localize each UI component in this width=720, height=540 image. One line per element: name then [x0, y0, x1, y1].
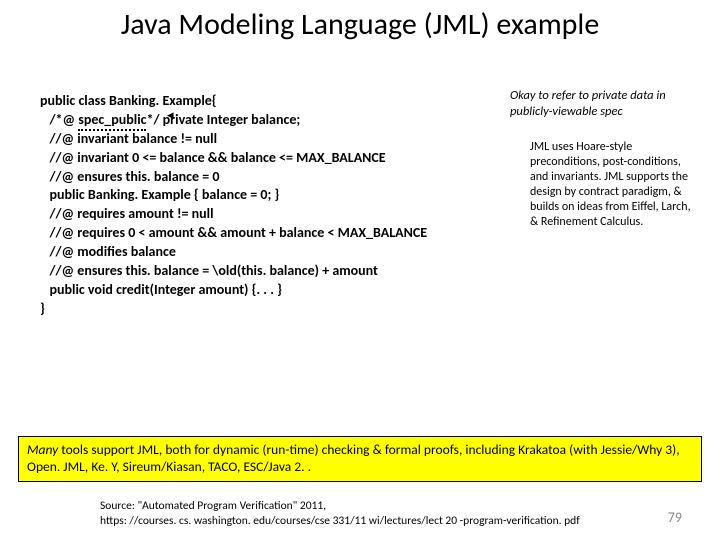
code-line: //@ ensures this. balance = \old(this. b… — [40, 262, 700, 281]
source-line: Source: "Automated Program Verification"… — [100, 499, 580, 513]
code-block: public class Banking. Example{ /*@ spec_… — [40, 92, 700, 319]
code-line: public void credit(Integer amount) {. . … — [40, 281, 700, 300]
code-line: //@ ensures this. balance = 0 — [40, 168, 700, 187]
slide-title: Java Modeling Language (JML) example — [0, 0, 720, 43]
tools-callout: Many tools support JML, both for dynamic… — [18, 436, 702, 482]
code-line: //@ modifies balance — [40, 243, 700, 262]
code-line: public Banking. Example { balance = 0; } — [40, 186, 700, 205]
spec-public-annotation: spec_public — [78, 111, 146, 131]
code-line: public class Banking. Example{ — [40, 92, 700, 111]
tools-text: tools support JML, both for dynamic (run… — [27, 441, 680, 475]
code-line: //@ invariant balance != null — [40, 130, 700, 149]
source-line: https: //courses. cs. washington. edu/co… — [100, 514, 580, 528]
code-line: //@ invariant 0 <= balance && balance <=… — [40, 149, 700, 168]
code-line: } — [40, 300, 700, 319]
code-line: //@ requires amount != null — [40, 205, 700, 224]
code-line: /*@ spec_public*/ private Integer balanc… — [40, 111, 700, 130]
code-text: /*@ — [40, 111, 78, 128]
code-text: */ private Integer balance; — [146, 111, 300, 128]
emphasis-many: Many — [27, 441, 58, 458]
page-number: 79 — [668, 509, 682, 526]
source-citation: Source: "Automated Program Verification"… — [100, 499, 580, 528]
code-line: //@ requires 0 < amount && amount + bala… — [40, 224, 700, 243]
